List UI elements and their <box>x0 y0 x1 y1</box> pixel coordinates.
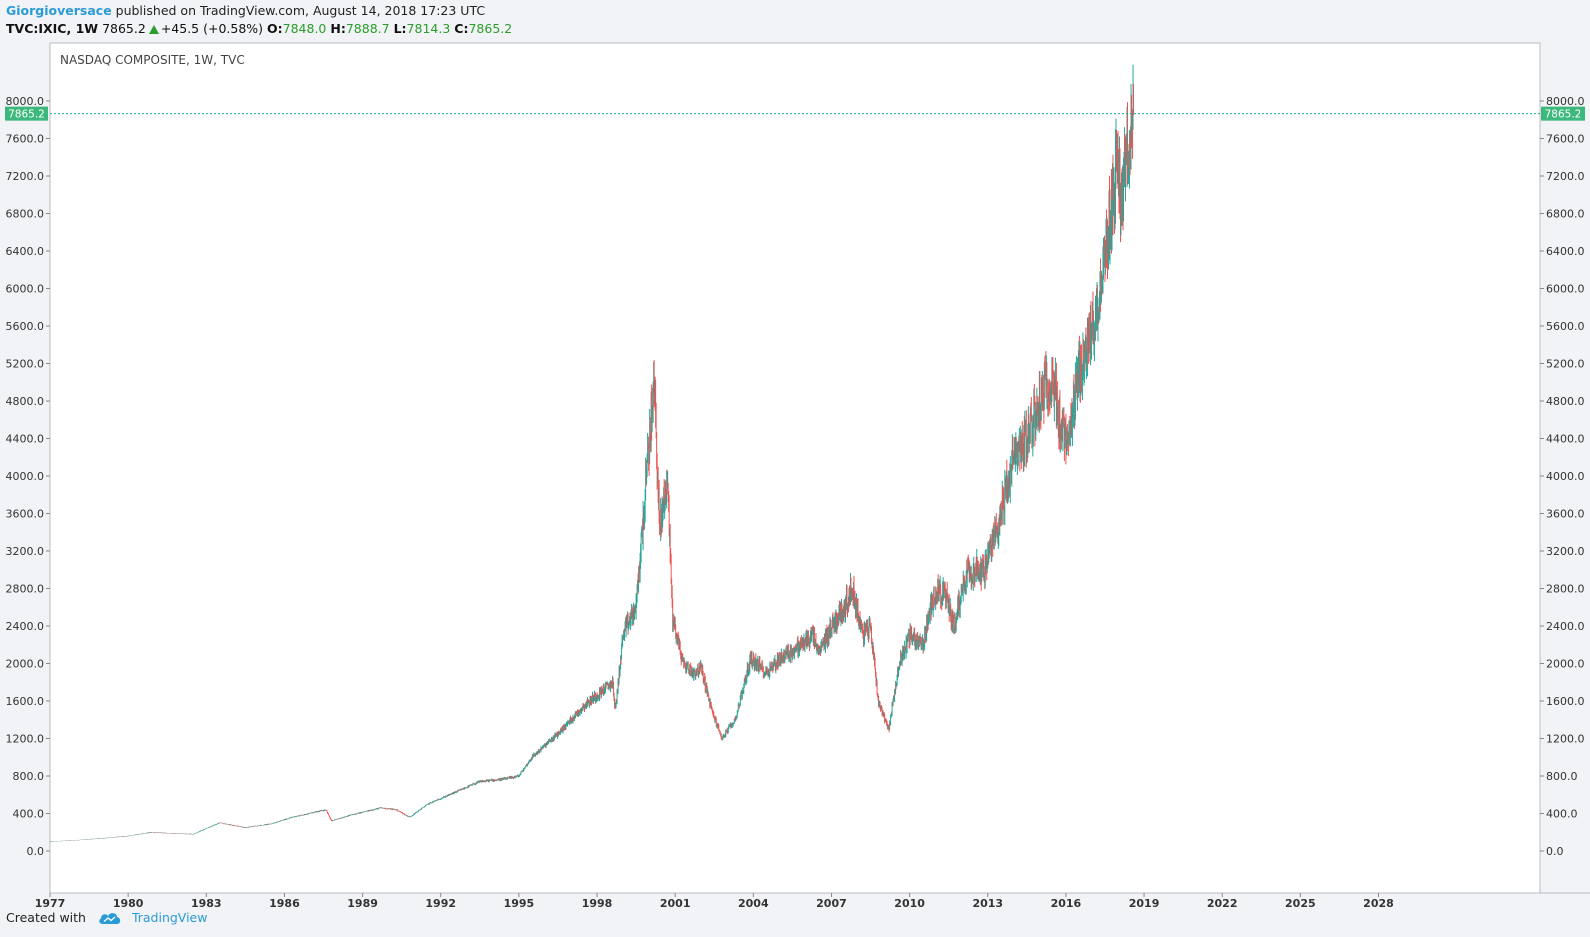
x-tick-label: 2019 <box>1129 897 1160 910</box>
y-tick-label-left: 7600.0 <box>6 133 45 146</box>
y-tick-label-right: 8000.0 <box>1546 95 1585 108</box>
x-tick-label: 2013 <box>972 897 1003 910</box>
price-tag-bg-left <box>5 106 48 121</box>
y-tick-label-right: 5200.0 <box>1546 358 1585 371</box>
x-tick-label: 1995 <box>504 897 535 910</box>
y-tick-label-left: 5600.0 <box>6 320 45 333</box>
last-price-tag-right: 7865.2 <box>1541 106 1585 121</box>
y-tick-label-right: 6000.0 <box>1546 283 1585 296</box>
y-tick-label-right: 4400.0 <box>1546 433 1585 446</box>
y-axis-left: 0.0 400.0 800.0 1200.0 1600.0 2000.0 2400.0 280… <box>6 95 50 858</box>
x-tick-label: 2022 <box>1207 897 1238 910</box>
y-tick-label-right: 2800.0 <box>1546 583 1585 596</box>
chart-title: NASDAQ COMPOSITE, 1W, TVC <box>60 53 245 67</box>
y-tick-label-left: 3600.0 <box>6 508 45 521</box>
y-tick-label-right: 1200.0 <box>1546 733 1585 746</box>
y-tick-label-left: 800.0 <box>13 770 45 783</box>
y-tick-label-left: 6800.0 <box>6 208 45 221</box>
y-tick-label-right: 4000.0 <box>1546 470 1585 483</box>
price-change: +45.5 (+0.58%) <box>160 21 264 36</box>
symbol-info-line: TVC:IXIC, 1W 7865.2 +45.5 (+0.58%) O:7848… <box>6 20 512 38</box>
x-tick-label: 1980 <box>113 897 144 910</box>
x-tick-label: 1998 <box>582 897 613 910</box>
last-price: 7865.2 <box>102 21 146 36</box>
tradingview-link[interactable]: TradingView <box>131 910 208 925</box>
price-tag-text-left: 7865.2 <box>8 109 45 121</box>
y-tick-label-left: 4000.0 <box>6 470 45 483</box>
y-tick-label-right: 2000.0 <box>1546 658 1585 671</box>
y-tick-label-left: 2400.0 <box>6 620 45 633</box>
x-axis: 1977 1980 1983 1986 1989 1992 1995 1998 2001 2004… <box>35 893 1394 910</box>
low-label: L: <box>393 21 407 36</box>
x-tick-label: 2025 <box>1285 897 1316 910</box>
y-tick-label-left: 2000.0 <box>6 658 45 671</box>
y-tick-label-left: 6000.0 <box>6 283 45 296</box>
y-tick-label-right: 400.0 <box>1546 808 1578 821</box>
x-tick-label: 2028 <box>1363 897 1394 910</box>
low-value: 7814.3 <box>406 21 451 36</box>
open-value: 7848.0 <box>282 21 327 36</box>
y-tick-label-left: 8000.0 <box>6 95 45 108</box>
y-tick-label-right: 6400.0 <box>1546 245 1585 258</box>
high-label: H: <box>330 21 346 36</box>
x-tick-label: 1986 <box>269 897 300 910</box>
x-tick-label: 2016 <box>1051 897 1082 910</box>
plot-area[interactable] <box>49 42 1541 894</box>
y-tick-label-left: 400.0 <box>13 808 45 821</box>
y-tick-label-right: 5600.0 <box>1546 320 1585 333</box>
y-tick-label-right: 0.0 <box>1546 845 1564 858</box>
x-tick-label: 1992 <box>425 897 456 910</box>
close-value: 7865.2 <box>468 21 513 36</box>
candlestick-series <box>49 64 1135 842</box>
x-tick-label: 1989 <box>347 897 378 910</box>
y-tick-label-left: 1200.0 <box>6 733 45 746</box>
created-with-text: Created with <box>6 910 86 925</box>
x-tick-label: 2004 <box>738 897 769 910</box>
y-tick-label-right: 800.0 <box>1546 770 1578 783</box>
x-tick-label: 1977 <box>35 897 66 910</box>
y-tick-label-right: 7200.0 <box>1546 170 1585 183</box>
footer: Created with TradingView <box>6 910 207 925</box>
x-tick-label: 2001 <box>660 897 691 910</box>
y-tick-label-left: 4800.0 <box>6 395 45 408</box>
price-tag-bg-right <box>1541 106 1585 121</box>
y-tick-label-right: 1600.0 <box>1546 695 1585 708</box>
y-tick-label-right: 7600.0 <box>1546 133 1585 146</box>
symbol-ticker: TVC:IXIC, 1W <box>6 21 99 36</box>
y-tick-label-right: 3600.0 <box>1546 508 1585 521</box>
y-tick-label-left: 3200.0 <box>6 545 45 558</box>
y-tick-label-right: 2400.0 <box>1546 620 1585 633</box>
author-link[interactable]: Giorgioversace <box>6 3 112 18</box>
publisher-line: Giorgioversace published on TradingView.… <box>6 2 485 20</box>
y-tick-label-right: 3200.0 <box>1546 545 1585 558</box>
y-tick-label-left: 1600.0 <box>6 695 45 708</box>
price-tag-text-right: 7865.2 <box>1545 109 1582 121</box>
last-price-tag-left: 7865.2 <box>5 106 48 121</box>
y-tick-label-left: 6400.0 <box>6 245 45 258</box>
high-value: 7888.7 <box>345 21 390 36</box>
x-tick-label: 2010 <box>894 897 925 910</box>
y-tick-label-left: 4400.0 <box>6 433 45 446</box>
y-tick-label-left: 2800.0 <box>6 583 45 596</box>
y-axis-right: 0.0 400.0 800.0 1200.0 1600.0 2000.0 2400.0 280… <box>1540 95 1585 858</box>
published-text: published on TradingView.com, August 14,… <box>111 3 486 18</box>
tradingview-cloud-icon <box>99 913 121 924</box>
y-tick-label-left: 0.0 <box>27 845 45 858</box>
open-label: O: <box>267 21 283 36</box>
close-label: C: <box>454 21 469 36</box>
x-tick-label: 1983 <box>191 897 222 910</box>
up-arrow-icon <box>148 25 159 34</box>
y-tick-label-right: 6800.0 <box>1546 208 1585 221</box>
y-tick-label-left: 7200.0 <box>6 170 45 183</box>
x-tick-label: 2007 <box>816 897 847 910</box>
y-tick-label-right: 4800.0 <box>1546 395 1585 408</box>
y-tick-label-left: 5200.0 <box>6 358 45 371</box>
